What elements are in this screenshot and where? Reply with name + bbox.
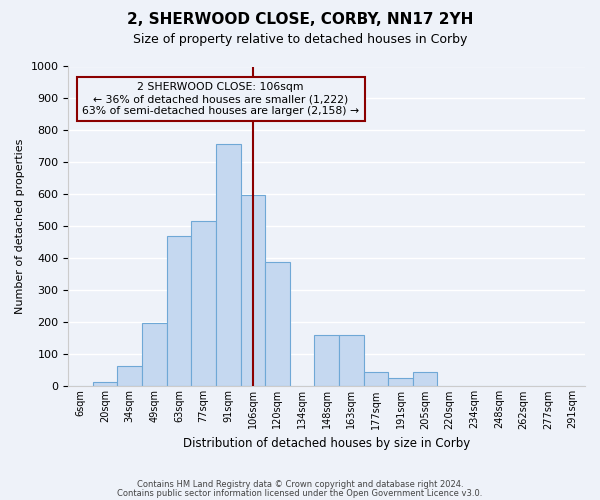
Bar (93, 382, 118, 386)
Text: 2, SHERWOOD CLOSE, CORBY, NN17 2YH: 2, SHERWOOD CLOSE, CORBY, NN17 2YH (127, 12, 473, 28)
Bar (118, 366, 142, 386)
Text: Size of property relative to detached houses in Corby: Size of property relative to detached ho… (133, 32, 467, 46)
Bar (413, 372, 437, 386)
Text: 2 SHERWOOD CLOSE: 106sqm
← 36% of detached houses are smaller (1,222)
63% of sem: 2 SHERWOOD CLOSE: 106sqm ← 36% of detach… (82, 82, 359, 116)
Text: Contains HM Land Registry data © Crown copyright and database right 2024.: Contains HM Land Registry data © Crown c… (137, 480, 463, 489)
Bar (241, 196, 265, 386)
Bar (216, 144, 241, 386)
Y-axis label: Number of detached properties: Number of detached properties (15, 139, 25, 314)
Bar (142, 324, 167, 386)
Text: Contains public sector information licensed under the Open Government Licence v3: Contains public sector information licen… (118, 489, 482, 498)
Bar (191, 221, 216, 386)
Bar (265, 262, 290, 386)
Bar (339, 335, 364, 386)
Bar (314, 335, 339, 386)
X-axis label: Distribution of detached houses by size in Corby: Distribution of detached houses by size … (183, 437, 470, 450)
Bar (364, 372, 388, 386)
Bar (388, 378, 413, 386)
Bar (167, 236, 191, 386)
